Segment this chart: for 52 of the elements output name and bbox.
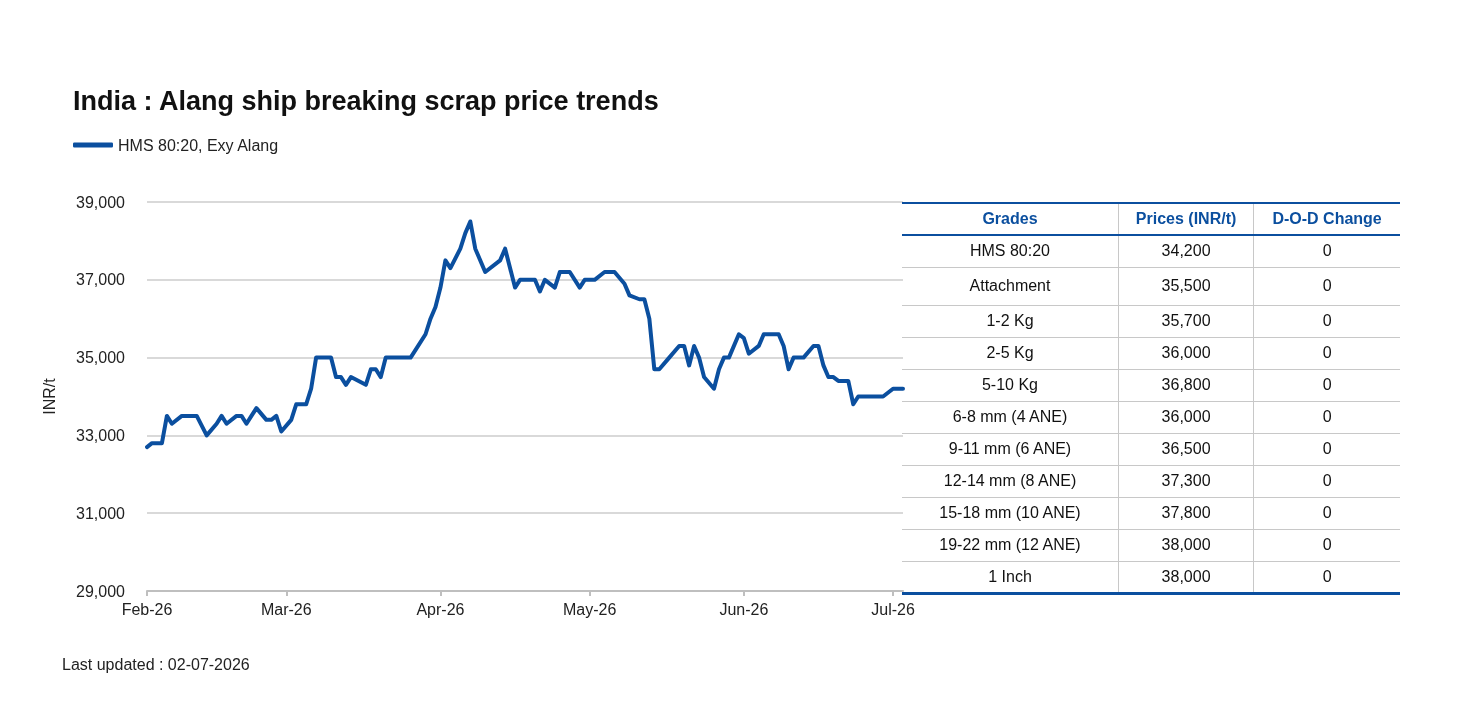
category-label: 15-18 mm (10 ANE): [902, 497, 1119, 529]
data-label: 38,000: [1118, 561, 1254, 593]
data-label: 35,700: [1118, 305, 1254, 337]
x-tick-label: Mar-26: [260, 600, 312, 618]
data-label: 37,300: [1118, 465, 1254, 497]
data-label: 34,200: [1118, 235, 1254, 267]
category-label: 6-8 mm (4 ANE): [902, 401, 1119, 433]
y-tick-label: 29,000: [76, 582, 126, 600]
data-label: 0: [1253, 305, 1400, 337]
y-tick-label: 33,000: [76, 426, 126, 444]
category-label: 5-10 Kg: [902, 369, 1119, 401]
y-axis-title: INR/t: [40, 377, 58, 415]
category-label: HMS 80:20: [902, 235, 1119, 267]
legend-label: HMS 80:20, Exy Alang: [118, 136, 279, 154]
category-label: 12-14 mm (8 ANE): [902, 465, 1119, 497]
x-tick-label: Feb-26: [121, 600, 173, 618]
data-label: 36,000: [1118, 337, 1254, 369]
data-label: 0: [1253, 337, 1400, 369]
y-tick-label: 31,000: [76, 504, 126, 522]
data-label: 37,800: [1118, 497, 1254, 529]
category-label: 1-2 Kg: [902, 305, 1119, 337]
data-label: 38,000: [1118, 529, 1254, 561]
x-tick-label: May-26: [562, 600, 617, 618]
data-label: 36,000: [1118, 401, 1254, 433]
data-label: 0: [1253, 497, 1400, 529]
data-label: 0: [1253, 369, 1400, 401]
data-label: 0: [1253, 433, 1400, 465]
text: Last updated : 02-07-2026: [62, 655, 250, 673]
data-label: 35,500: [1118, 267, 1254, 305]
category-label: 9-11 mm (6 ANE): [902, 433, 1119, 465]
data-label: 0: [1253, 561, 1400, 593]
data-label: 0: [1253, 465, 1400, 497]
y-tick-label: 39,000: [76, 193, 126, 211]
x-tick-label: Apr-26: [416, 600, 465, 618]
x-tick-label: Jul-26: [871, 600, 915, 618]
y-tick-label: 37,000: [76, 271, 126, 289]
y-tick-label: 35,000: [76, 349, 126, 367]
data-label: 0: [1253, 401, 1400, 433]
data-label: 0: [1253, 529, 1400, 561]
legend-label: Prices (INR/t): [1118, 203, 1254, 235]
text: Grades: [902, 203, 1119, 235]
data-label: 36,500: [1118, 433, 1254, 465]
category-label: 19-22 mm (12 ANE): [902, 529, 1119, 561]
category-label: 1 Inch: [902, 561, 1119, 593]
category-label: 2-5 Kg: [902, 337, 1119, 369]
data-label: 0: [1253, 267, 1400, 305]
chart-title: India : Alang ship breaking scrap price trends: [73, 85, 659, 116]
legend-label: D-O-D Change: [1253, 203, 1400, 235]
category-label: Attachment: [902, 267, 1119, 305]
data-label: 36,800: [1118, 369, 1254, 401]
data-label: 0: [1253, 235, 1400, 267]
x-tick-label: Jun-26: [719, 600, 769, 618]
